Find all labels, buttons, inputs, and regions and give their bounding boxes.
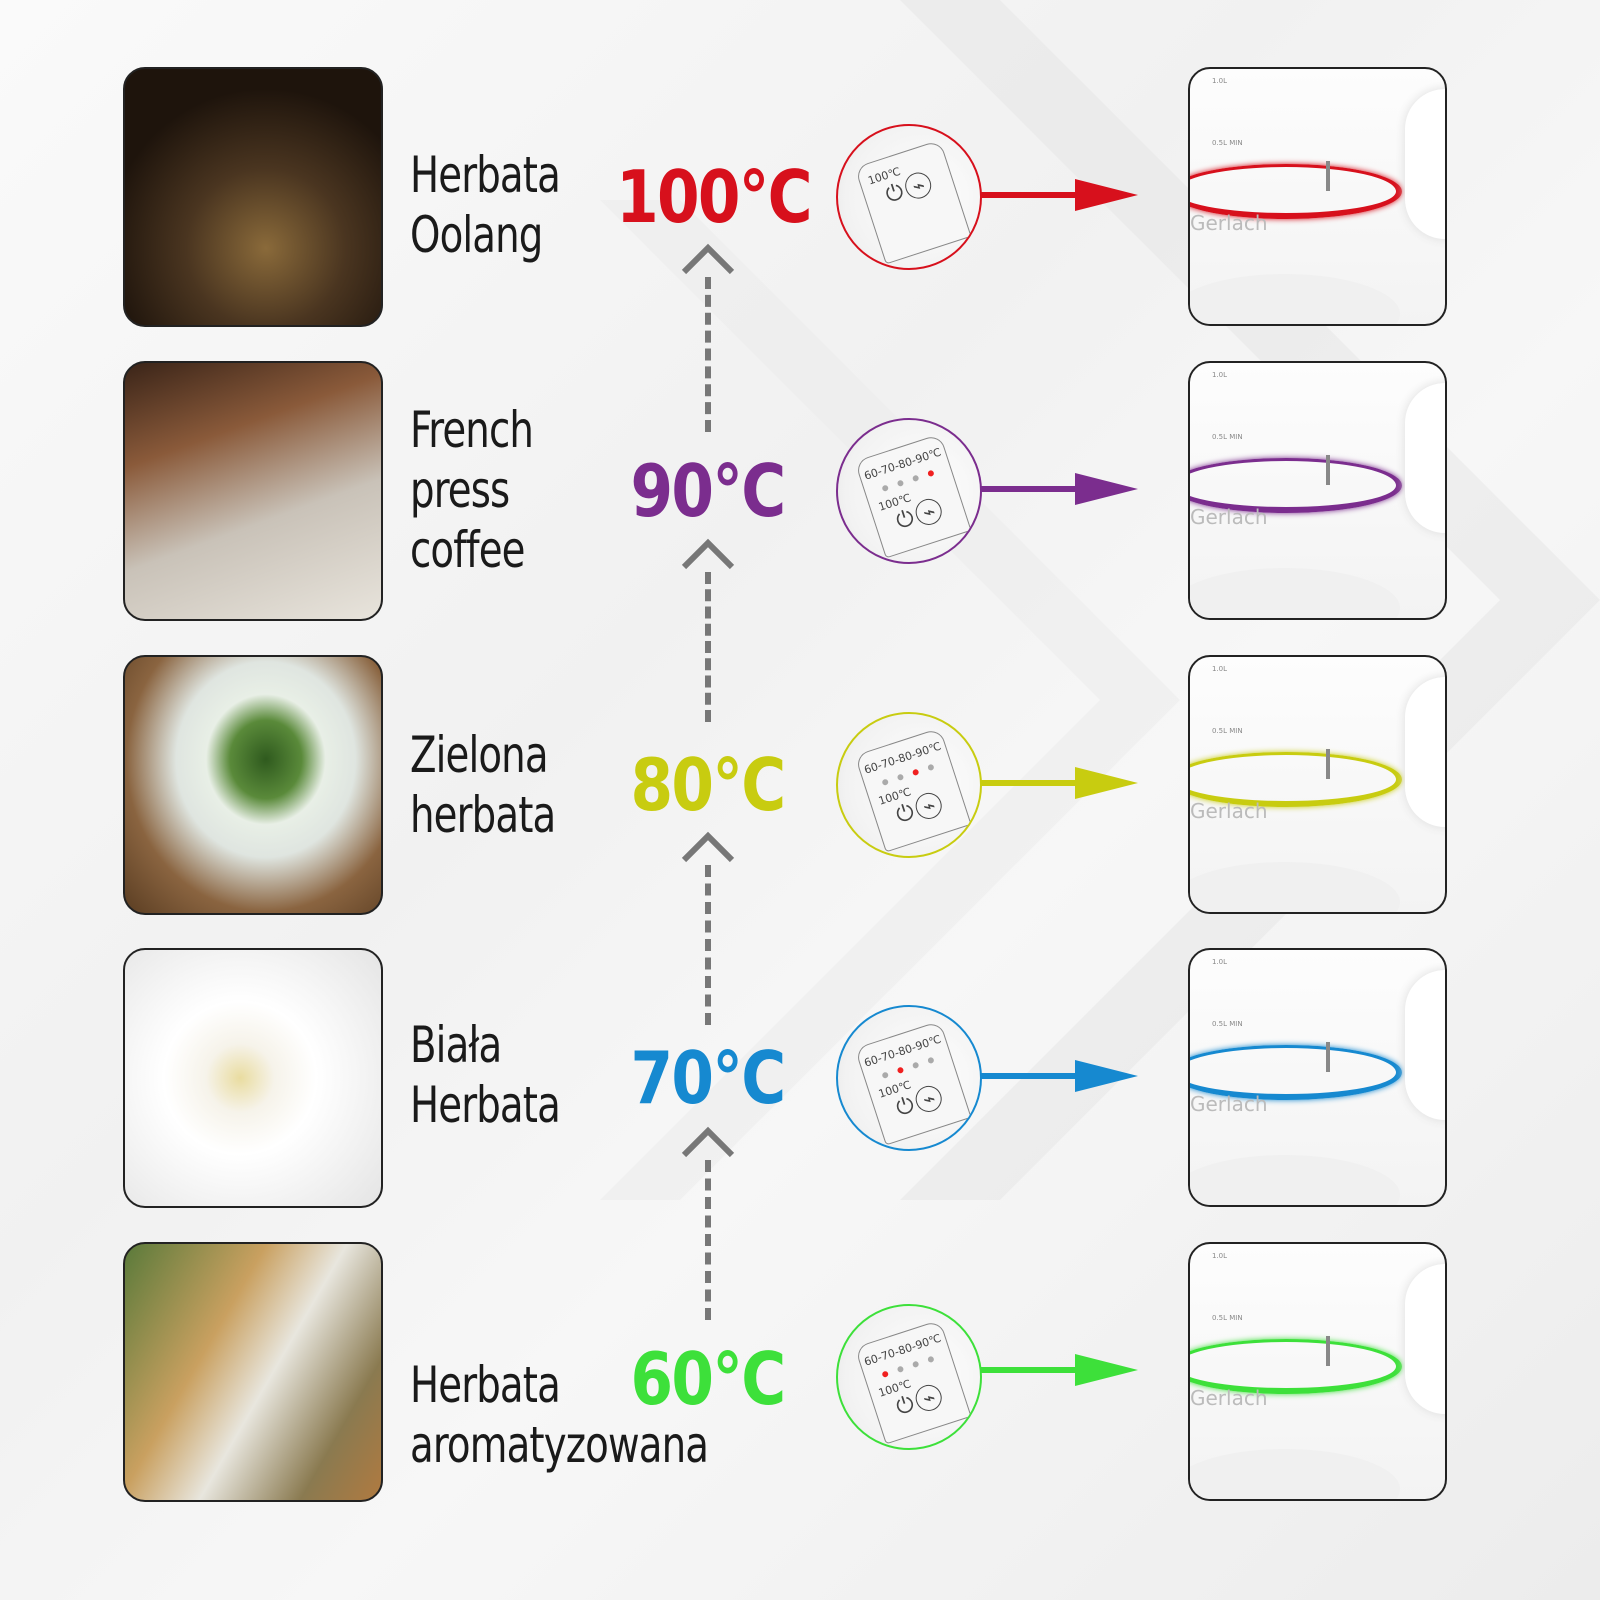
kettle-handle — [1405, 677, 1445, 827]
temperature-value: 60°C — [630, 1337, 787, 1421]
label-line: Herbata — [410, 1356, 561, 1414]
control-panel: 60-70-80-90℃ 100℃ ⏻ ⌁ — [854, 1319, 972, 1445]
max-marking: 1.0L — [1212, 371, 1228, 379]
min-marking: 0.5L MIN — [1212, 1020, 1243, 1028]
label-line: Oolang — [410, 206, 543, 264]
right-arrow-icon — [980, 1060, 1138, 1092]
control-panel-closeup: 60-70-80-90℃ 100℃ ⏻ ⌁ — [836, 712, 982, 858]
power-icon: ⏻ — [893, 799, 918, 829]
label-line: Herbata — [410, 1076, 561, 1134]
kettle-base — [1190, 1449, 1400, 1499]
control-panel-closeup: 100℃ ⏻ ⌁ — [836, 124, 982, 270]
beverage-label: Herbata aromatyzowana — [410, 1355, 709, 1475]
brand-logo: Gerlach — [1190, 799, 1268, 823]
chevron-up-icon — [681, 243, 735, 275]
kettle-illuminated: 1.0L 0.5L MIN Gerlach — [1188, 655, 1447, 914]
power-icon: ⏻ — [893, 1092, 918, 1122]
temperature-value: 90°C — [630, 449, 787, 533]
label-line: herbata — [410, 786, 556, 844]
beverage-photo — [123, 1242, 383, 1502]
label-line: press — [410, 461, 510, 519]
temperature-value: 70°C — [630, 1036, 787, 1120]
right-arrow-icon — [980, 473, 1138, 505]
kettle-illuminated: 1.0L 0.5L MIN Gerlach — [1188, 1242, 1447, 1501]
min-marking: 0.5L MIN — [1212, 1314, 1243, 1322]
kettle-handle — [1405, 89, 1445, 239]
control-panel: 100℃ ⏻ ⌁ — [854, 139, 972, 265]
brand-logo: Gerlach — [1190, 1386, 1268, 1410]
max-marking: 1.0L — [1212, 1252, 1228, 1260]
power-icon: ⏻ — [893, 505, 918, 535]
label-line: Zielona — [410, 726, 549, 784]
beverage-label: Herbata Oolang — [410, 145, 561, 265]
beverage-label: Zielona herbata — [410, 725, 556, 845]
thermostat-stem — [1326, 455, 1330, 485]
max-marking: 1.0L — [1212, 665, 1228, 673]
kettle-base — [1190, 568, 1400, 618]
control-panel: 60-70-80-90℃ 100℃ ⏻ ⌁ — [854, 433, 972, 559]
control-panel-closeup: 60-70-80-90℃ 100℃ ⏻ ⌁ — [836, 418, 982, 564]
kettle-illuminated: 1.0L 0.5L MIN Gerlach — [1188, 67, 1447, 326]
thermostat-stem — [1326, 1042, 1330, 1072]
led-ring — [1190, 1045, 1402, 1100]
right-arrow-icon — [980, 1354, 1138, 1386]
label-line: French — [410, 401, 534, 459]
beverage-photo — [123, 361, 383, 621]
temperature-row: Herbata aromatyzowana 60°C 60-70-80-90℃ 1… — [0, 1242, 1600, 1504]
kettle-illuminated: 1.0L 0.5L MIN Gerlach — [1188, 948, 1447, 1207]
chevron-up-icon — [681, 538, 735, 570]
led-ring — [1190, 458, 1402, 513]
min-marking: 0.5L MIN — [1212, 727, 1243, 735]
thermostat-stem — [1326, 1336, 1330, 1366]
temperature-row: French press coffee 90°C 60-70-80-90℃ 100℃… — [0, 361, 1600, 623]
right-arrow-icon — [980, 767, 1138, 799]
beverage-photo — [123, 655, 383, 915]
temperature-row: Herbata Oolang 100°C 100℃ ⏻ ⌁ 1.0L 0.5L M… — [0, 67, 1600, 329]
led-ring — [1190, 164, 1402, 219]
power-icon: ⏻ — [882, 179, 907, 209]
label-line: Herbata — [410, 146, 561, 204]
brand-logo: Gerlach — [1190, 211, 1268, 235]
control-panel-closeup: 60-70-80-90℃ 100℃ ⏻ ⌁ — [836, 1005, 982, 1151]
label-line: aromatyzowana — [410, 1416, 709, 1474]
thermostat-stem — [1326, 161, 1330, 191]
control-panel: 60-70-80-90℃ 100℃ ⏻ ⌁ — [854, 727, 972, 853]
label-line: Biała — [410, 1016, 502, 1074]
temperature-value: 100°C — [616, 155, 812, 239]
chevron-up-icon — [681, 1126, 735, 1158]
right-arrow-icon — [980, 179, 1138, 211]
max-marking: 1.0L — [1212, 77, 1228, 85]
label-line: coffee — [410, 521, 525, 579]
max-marking: 1.0L — [1212, 958, 1228, 966]
control-panel-closeup: 60-70-80-90℃ 100℃ ⏻ ⌁ — [836, 1304, 982, 1450]
brand-logo: Gerlach — [1190, 505, 1268, 529]
control-panel: 60-70-80-90℃ 100℃ ⏻ ⌁ — [854, 1020, 972, 1146]
power-icon: ⏻ — [893, 1391, 918, 1421]
temperature-row: Biała Herbata 70°C 60-70-80-90℃ 100℃ ⏻ ⌁ … — [0, 948, 1600, 1210]
min-marking: 0.5L MIN — [1212, 139, 1243, 147]
beverage-photo — [123, 948, 383, 1208]
power-label: 100℃ — [866, 164, 903, 188]
beverage-photo — [123, 67, 383, 327]
kettle-base — [1190, 862, 1400, 912]
beverage-label: French press coffee — [410, 400, 534, 580]
beverage-label: Biała Herbata — [410, 1015, 561, 1135]
brand-logo: Gerlach — [1190, 1092, 1268, 1116]
kettle-base — [1190, 1155, 1400, 1205]
chevron-up-icon — [681, 831, 735, 863]
thermostat-stem — [1326, 749, 1330, 779]
kettle-handle — [1405, 970, 1445, 1120]
led-ring — [1190, 752, 1402, 807]
kettle-handle — [1405, 1264, 1445, 1414]
temperature-value: 80°C — [630, 743, 787, 827]
led-ring — [1190, 1339, 1402, 1394]
kettle-illuminated: 1.0L 0.5L MIN Gerlach — [1188, 361, 1447, 620]
kettle-handle — [1405, 383, 1445, 533]
min-marking: 0.5L MIN — [1212, 433, 1243, 441]
temperature-row: Zielona herbata 80°C 60-70-80-90℃ 100℃ ⏻ … — [0, 655, 1600, 917]
kettle-base — [1190, 274, 1400, 324]
